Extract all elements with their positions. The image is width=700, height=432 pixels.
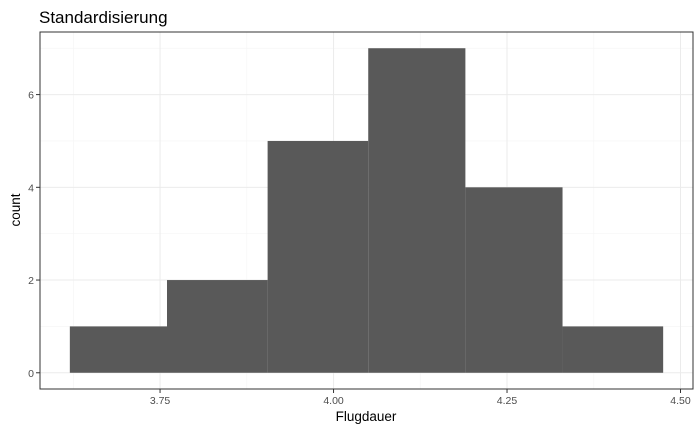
x-tick-label: 3.75	[150, 395, 171, 407]
x-tick-label: 4.50	[670, 395, 691, 407]
y-tick-label: 0	[28, 368, 34, 380]
histogram-bar	[166, 280, 268, 373]
x-tick-label: 4.00	[323, 395, 344, 407]
x-axis-label: Flugdauer	[336, 409, 397, 424]
chart-title: Standardisierung	[39, 8, 168, 27]
histogram-bar	[267, 140, 369, 373]
y-axis-label: count	[8, 193, 23, 226]
histogram-bar	[562, 326, 664, 373]
histogram-bars	[69, 48, 664, 373]
x-tick-label: 4.25	[497, 395, 518, 407]
y-tick-label: 6	[28, 90, 34, 102]
histogram-bar	[465, 187, 563, 373]
histogram-bar	[69, 326, 167, 373]
histogram-bar	[368, 48, 466, 373]
y-tick-label: 2	[28, 275, 34, 287]
y-tick-label: 4	[28, 182, 34, 194]
y-axis-ticks: 0 2 4 6	[28, 90, 40, 380]
x-axis-ticks: 3.75 4.00 4.25 4.50	[150, 389, 691, 407]
panel-border	[39, 31, 694, 390]
